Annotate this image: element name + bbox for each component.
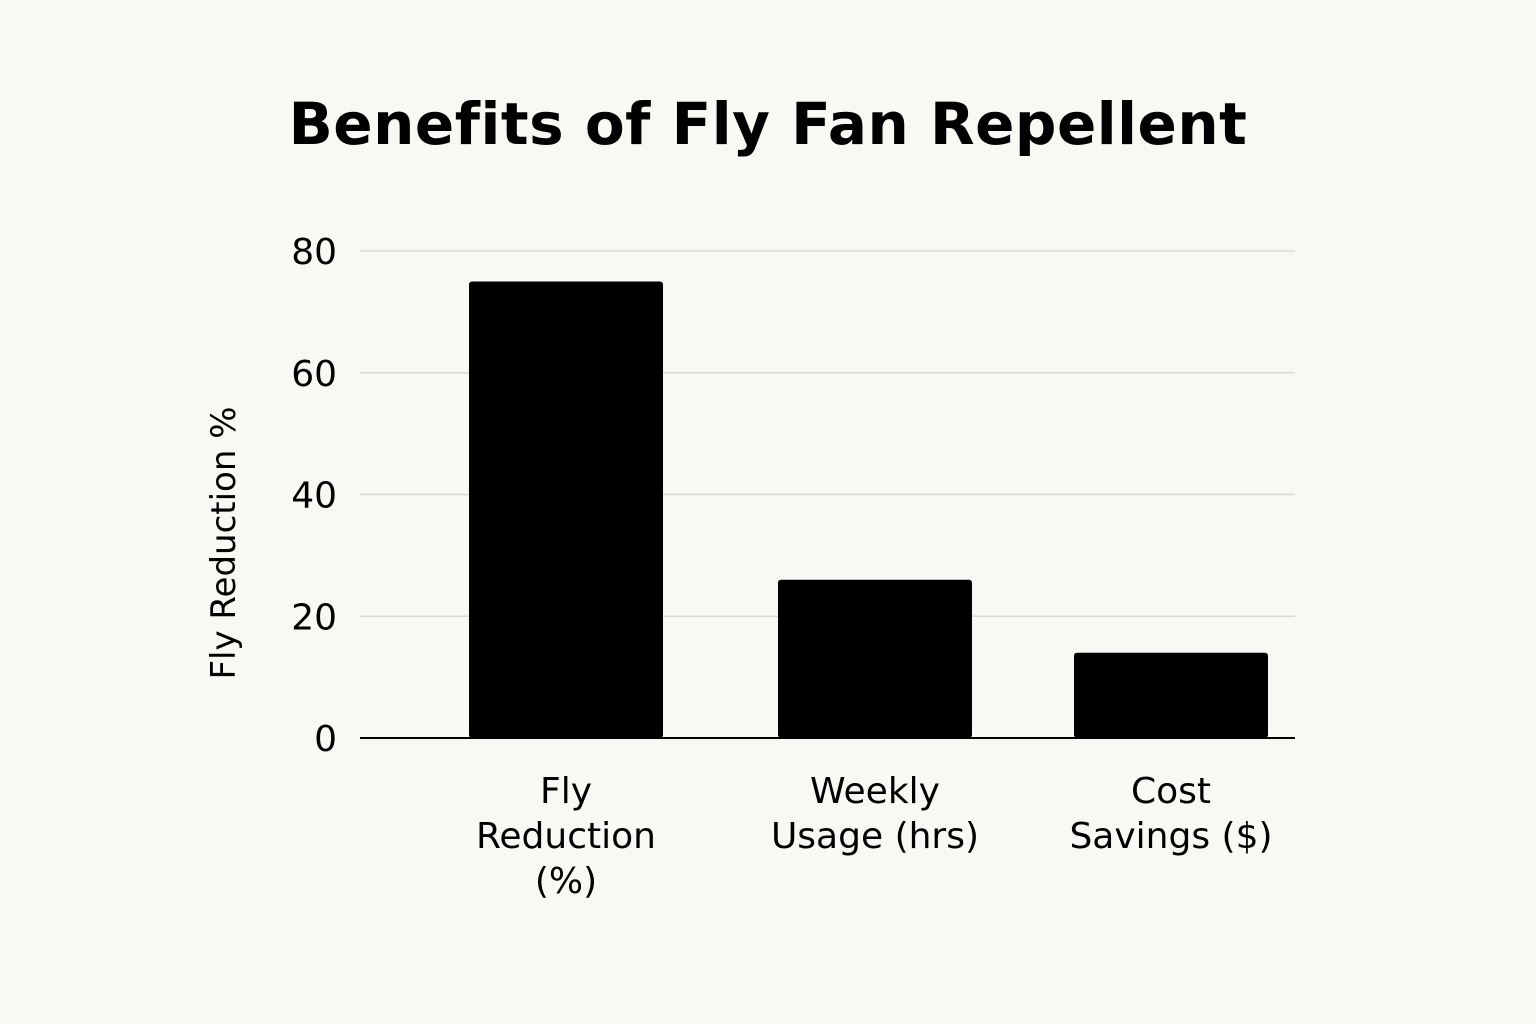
labels: 0 20 40 60 80 Fly Reduction (%) Weekly Usage (hrs… — [204, 232, 1273, 902]
bar-2 — [1074, 652, 1268, 738]
y-tick-label-60: 60 — [291, 354, 337, 395]
chart-title: Benefits of Fly Fan Repellent — [288, 90, 1248, 158]
x-category-line: Usage (hrs) — [771, 816, 979, 857]
x-category-line: Fly — [540, 771, 592, 812]
y-tick-label-0: 0 — [314, 719, 337, 760]
x-category-label-2: Cost Savings ($) — [1069, 771, 1272, 857]
bars — [469, 281, 1268, 738]
y-axis-label: Fly Reduction % — [204, 406, 244, 679]
y-tick-label-20: 20 — [291, 597, 337, 638]
bar-1 — [778, 579, 972, 738]
x-category-line: Reduction — [476, 816, 656, 857]
x-category-line: Savings ($) — [1069, 816, 1272, 857]
y-tick-label-40: 40 — [291, 476, 337, 517]
bar-0 — [469, 281, 663, 738]
x-category-line: Weekly — [810, 771, 940, 812]
x-category-label-1: Weekly Usage (hrs) — [771, 771, 979, 857]
x-category-line: (%) — [535, 861, 597, 902]
y-tick-label-80: 80 — [291, 232, 337, 273]
x-category-line: Cost — [1131, 771, 1211, 812]
x-category-label-0: Fly Reduction (%) — [476, 771, 656, 902]
